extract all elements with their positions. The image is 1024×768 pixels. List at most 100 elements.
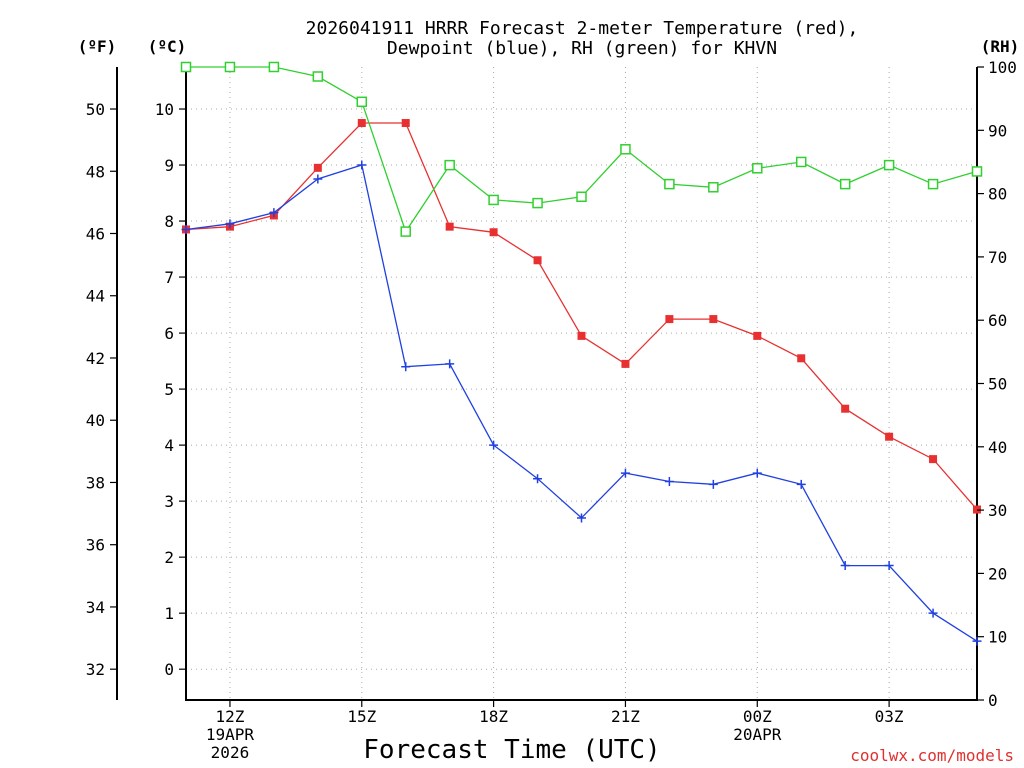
dewpoint-point: [489, 440, 499, 450]
dewpoint-point: [357, 160, 367, 170]
rh-point: [312, 71, 324, 82]
x-tick-label: 2026: [211, 743, 250, 762]
rh-point: [708, 182, 719, 193]
temperature-point: [489, 228, 498, 237]
dewpoint-point: [181, 224, 191, 234]
temperature-point: [709, 315, 718, 324]
temperature-point: [885, 432, 894, 441]
rh-unit-label: (RH): [981, 37, 1020, 56]
rh-point: [356, 96, 368, 108]
rh-point: [180, 61, 192, 73]
rh-point: [488, 194, 499, 206]
dewpoint-point: [928, 608, 938, 618]
fahrenheit-tick-label: 38: [86, 473, 105, 492]
x-tick-label: 18Z: [479, 707, 508, 726]
dewpoint-point: [840, 561, 850, 571]
temperature-point: [929, 455, 938, 464]
x-tick-label: 20APR: [733, 725, 782, 744]
celsius-tick-label: 2: [164, 548, 174, 567]
temperature-point: [577, 331, 586, 340]
fahrenheit-tick-label: 42: [86, 349, 105, 368]
dewpoint-line: [185, 164, 978, 642]
fahrenheit-tick-label: 36: [86, 536, 105, 555]
celsius-tick-label: 9: [164, 156, 174, 175]
temperature-point: [797, 354, 806, 363]
dewpoint-point: [972, 636, 982, 646]
dewpoint-point: [269, 208, 279, 218]
celsius-tick-label: 1: [164, 604, 174, 623]
temperature-point: [401, 119, 410, 128]
temperature-point: [313, 163, 322, 172]
celsius-tick-label: 0: [164, 660, 174, 679]
rh-point: [839, 178, 851, 190]
dewpoint-point: [577, 513, 586, 523]
dewpoint-point: [533, 474, 543, 484]
rh-point: [883, 159, 895, 171]
temperature-point: [533, 256, 542, 265]
fahrenheit-unit-label: (ºF): [78, 37, 117, 56]
rh-point: [576, 191, 587, 203]
x-tick-label: 15Z: [347, 707, 376, 726]
rh-point: [795, 156, 807, 168]
chart-title-line1: 2026041911 HRRR Forecast 2-meter Tempera…: [306, 18, 859, 39]
x-tick-label: 21Z: [611, 707, 640, 726]
celsius-tick-label: 4: [164, 436, 174, 455]
temperature-point: [621, 359, 630, 368]
rh-tick-label: 50: [988, 375, 1007, 394]
dewpoint-point: [225, 219, 235, 229]
dewpoint-point: [445, 359, 455, 369]
temperature-point: [841, 404, 850, 413]
dewpoint-point: [620, 468, 630, 478]
rh-point: [268, 61, 280, 73]
rh-tick-label: 90: [988, 121, 1007, 140]
rh-tick-label: 20: [988, 564, 1007, 583]
celsius-tick-label: 7: [164, 268, 174, 287]
rh-point: [400, 226, 411, 237]
dewpoint-point: [401, 362, 411, 372]
rh-tick-label: 30: [988, 501, 1007, 520]
rh-tick-label: 70: [988, 248, 1007, 267]
celsius-tick-label: 3: [164, 492, 174, 511]
x-tick-label: 03Z: [875, 707, 904, 726]
rh-tick-label: 10: [988, 628, 1007, 647]
celsius-tick-label: 6: [164, 324, 174, 343]
rh-point: [444, 159, 455, 171]
celsius-tick-label: 8: [164, 212, 174, 231]
rh-point: [620, 144, 631, 155]
x-tick-label: 19APR: [206, 725, 255, 744]
celsius-tick-label: 10: [155, 100, 174, 119]
fahrenheit-tick-label: 40: [86, 411, 105, 430]
dewpoint-point: [884, 561, 894, 571]
fahrenheit-tick-label: 34: [86, 598, 105, 617]
dewpoint-point: [664, 477, 674, 487]
plot-frame: [185, 67, 978, 701]
rh-point: [927, 178, 939, 190]
dewpoint-point: [796, 479, 806, 489]
rh-point: [752, 163, 763, 174]
x-tick-label: 12Z: [215, 707, 244, 726]
rh-tick-label: 80: [988, 185, 1007, 204]
credit-text: coolwx.com/models: [850, 746, 1014, 765]
temperature-point: [665, 315, 674, 324]
chart-title-line2: Dewpoint (blue), RH (green) for KHVN: [387, 38, 777, 59]
rh-point: [532, 197, 543, 209]
dewpoint-point: [313, 174, 323, 184]
celsius-tick-label: 5: [164, 380, 174, 399]
fahrenheit-tick-label: 32: [86, 660, 105, 679]
temperature-line: [185, 122, 978, 510]
rh-point: [971, 166, 983, 177]
temperature-point: [445, 222, 454, 231]
dewpoint-point: [708, 479, 718, 489]
rh-tick-label: 100: [988, 58, 1017, 77]
rh-tick-label: 0: [988, 691, 998, 710]
celsius-unit-label: (ºC): [148, 37, 187, 56]
x-axis-label: Forecast Time (UTC): [363, 735, 660, 765]
rh-line: [186, 66, 978, 234]
rh-tick-label: 60: [988, 311, 1007, 330]
fahrenheit-tick-label: 50: [86, 100, 105, 119]
temperature-point: [357, 119, 366, 128]
x-tick-label: 00Z: [743, 707, 772, 726]
rh-tick-label: 40: [988, 438, 1007, 457]
fahrenheit-tick-label: 46: [86, 224, 105, 243]
